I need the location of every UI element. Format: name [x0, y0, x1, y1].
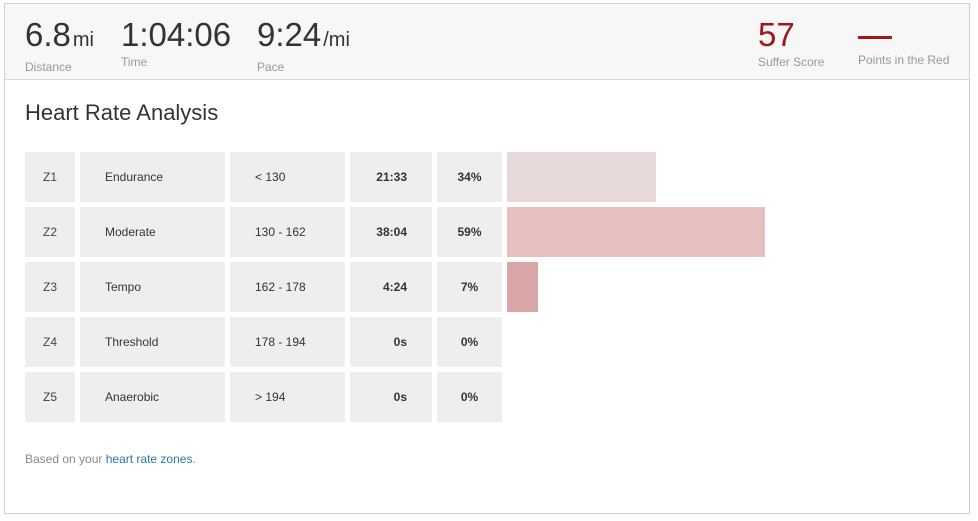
- zone-id: Z1: [25, 152, 75, 202]
- zone-name: Tempo: [80, 262, 225, 312]
- zone-percent: 0%: [437, 372, 502, 422]
- zone-time: 0s: [350, 372, 432, 422]
- zone-time: 4:24: [350, 262, 432, 312]
- pace-label: Pace: [257, 60, 285, 74]
- heart-rate-zones-link[interactable]: heart rate zones: [105, 452, 193, 466]
- zone-bpm-range: 162 - 178: [230, 262, 345, 312]
- distance-label: Distance: [25, 60, 72, 74]
- section-title: Heart Rate Analysis: [25, 100, 219, 125]
- zone-percent: 0%: [437, 317, 502, 367]
- zone-time: 0s: [350, 317, 432, 367]
- zone-id: Z4: [25, 317, 75, 367]
- zone-percent: 7%: [437, 262, 502, 312]
- zone-bar: [507, 207, 765, 257]
- zone-name: Endurance: [80, 152, 225, 202]
- zone-percent: 59%: [437, 207, 502, 257]
- stats-bar: 6.8 mi Distance 1:04:06 Time 9:24/mi Pace…: [5, 4, 969, 80]
- footnote: Based on your heart rate zones.: [25, 452, 196, 466]
- zone-bar: [507, 152, 656, 202]
- suffer-score-value: 57: [758, 16, 795, 53]
- points-in-red-label: Points in the Red: [858, 53, 950, 67]
- suffer-score-stat: 57 Suffer Score: [758, 16, 824, 69]
- suffer-score-label: Suffer Score: [758, 55, 825, 69]
- activity-panel: 6.8 mi Distance 1:04:06 Time 9:24/mi Pace…: [4, 3, 970, 514]
- zone-time: 21:33: [350, 152, 432, 202]
- pace-unit: /mi: [323, 29, 350, 51]
- zone-bpm-range: < 130: [230, 152, 345, 202]
- zone-name: Anaerobic: [80, 372, 225, 422]
- zone-id: Z2: [25, 207, 75, 257]
- zone-bpm-range: 178 - 194: [230, 317, 345, 367]
- distance-stat: 6.8 mi Distance: [25, 16, 94, 74]
- distance-unit: mi: [72, 29, 94, 51]
- footnote-suffix: .: [192, 452, 196, 466]
- time-value: 1:04:06: [121, 16, 232, 53]
- footnote-prefix: Based on your: [25, 452, 106, 466]
- zone-bpm-range: > 194: [230, 372, 345, 422]
- pace-value: 9:24: [257, 16, 322, 53]
- zone-percent: 34%: [437, 152, 502, 202]
- points-in-red-dash: [858, 36, 892, 39]
- zone-bar: [507, 262, 538, 312]
- time-label: Time: [121, 55, 148, 69]
- points-in-red-stat: Points in the Red: [858, 16, 949, 67]
- distance-value: 6.8: [25, 16, 71, 53]
- zone-id: Z3: [25, 262, 75, 312]
- time-stat: 1:04:06 Time: [121, 16, 231, 69]
- zone-time: 38:04: [350, 207, 432, 257]
- zone-name: Threshold: [80, 317, 225, 367]
- pace-stat: 9:24/mi Pace: [257, 16, 350, 74]
- zone-id: Z5: [25, 372, 75, 422]
- zone-bpm-range: 130 - 162: [230, 207, 345, 257]
- zone-name: Moderate: [80, 207, 225, 257]
